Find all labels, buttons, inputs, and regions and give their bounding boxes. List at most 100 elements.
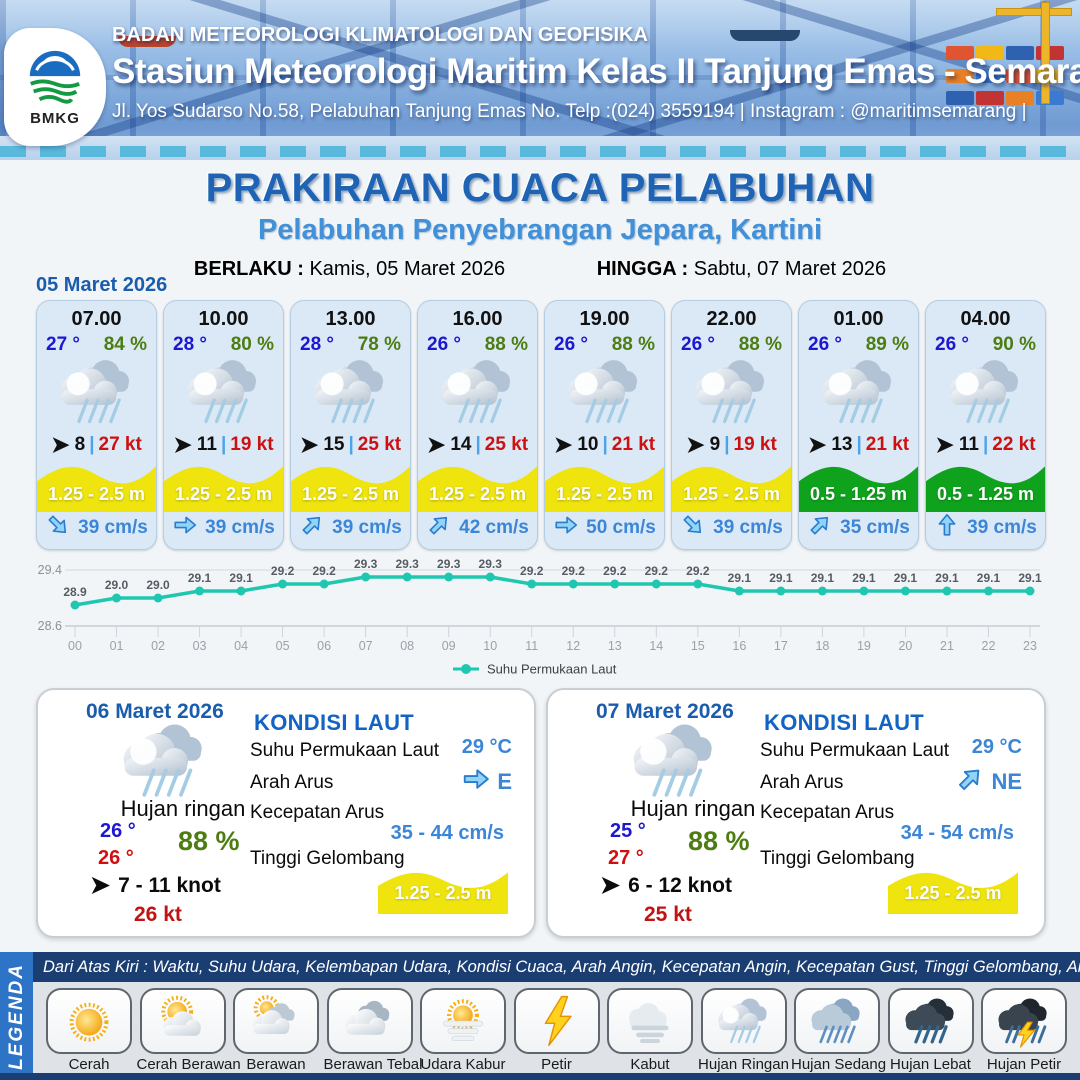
temp-humidity-row: 27 ° 84 % xyxy=(37,331,156,356)
daily-date: 06 Maret 2026 xyxy=(86,700,224,723)
crane-illustration xyxy=(1041,2,1050,104)
arrow-ne-icon xyxy=(955,764,985,799)
forecast-card: 10.00 28 ° 80 % ➤ 11 | 19 kt 1.25 - 2.5 … xyxy=(163,300,284,550)
temp-humidity-row: 28 ° 80 % xyxy=(164,331,283,356)
wind-arrow-icon: ➤ xyxy=(553,432,573,457)
temp-humidity-row: 28 ° 78 % xyxy=(291,331,410,356)
forecast-time: 10.00 xyxy=(198,308,249,330)
wind-row: ➤ 14 | 25 kt xyxy=(418,434,537,456)
svg-text:29.3: 29.3 xyxy=(479,558,503,571)
legend-item: Hujan Ringan xyxy=(698,982,790,1073)
air-temperature: 28 ° xyxy=(173,334,208,355)
wind-separator: | xyxy=(475,434,481,455)
wave-height: 0.5 - 1.25 m xyxy=(809,484,908,504)
forecast-time: 07.00 xyxy=(71,308,122,330)
svg-text:22: 22 xyxy=(982,639,996,653)
svg-text:28.6: 28.6 xyxy=(38,619,62,633)
svg-text:19: 19 xyxy=(857,639,871,653)
daily-date: 07 Maret 2026 xyxy=(596,700,734,723)
air-temperature: 26 ° xyxy=(935,334,970,355)
wind-separator: | xyxy=(89,434,95,455)
agency-name: BADAN METEOROLOGI KLIMATOLOGI DAN GEOFIS… xyxy=(112,24,648,46)
wind-gust: 25 kt xyxy=(357,434,402,455)
current-row: 39 cm/s xyxy=(37,512,156,543)
svg-text:29.1: 29.1 xyxy=(728,571,752,585)
arrow-e-icon xyxy=(553,512,579,543)
legend-item: Udara Kabur xyxy=(417,982,509,1073)
temperature-min: 26 ° xyxy=(100,820,136,842)
svg-text:04: 04 xyxy=(234,639,248,653)
forecast-time: 13.00 xyxy=(325,308,376,330)
rain-medium-icon xyxy=(794,988,880,1054)
bottom-bar xyxy=(0,1073,1080,1080)
hourly-forecast-row: 07.00 27 ° 84 % ➤ 8 | 27 kt 1.25 - 2.5 m… xyxy=(36,300,1046,550)
validity-row: BERLAKU : Kamis, 05 Maret 2026 HINGGA : … xyxy=(0,258,1080,281)
svg-text:29.0: 29.0 xyxy=(105,578,129,592)
svg-text:21: 21 xyxy=(940,639,954,653)
bmkg-logo-text: BMKG xyxy=(30,110,80,127)
humidity: 89 % xyxy=(865,334,909,355)
legend-label: Petir xyxy=(541,1056,572,1073)
legend-label: Berawan xyxy=(246,1056,306,1073)
wind-range: 6 - 12 knot xyxy=(628,874,732,897)
legend-item: Berawan xyxy=(230,982,322,1073)
haze-icon xyxy=(420,988,506,1054)
humidity: 88 % xyxy=(738,334,782,355)
rain-light-icon xyxy=(818,351,900,438)
wind-row: ➤ 10 | 21 kt xyxy=(545,434,664,456)
current-speed-label: Kecepatan Arus xyxy=(760,802,895,823)
current-row: 42 cm/s xyxy=(418,512,537,543)
svg-text:06: 06 xyxy=(317,639,331,653)
legend-item: Kabut xyxy=(604,982,696,1073)
sea-conditions-title: KONDISI LAUT xyxy=(764,710,925,735)
legend-item: Hujan Sedang xyxy=(791,982,886,1073)
svg-text:10: 10 xyxy=(483,639,497,653)
arrow-e-icon xyxy=(461,764,491,799)
page-subtitle: Pelabuhan Penyebrangan Jepara, Kartini xyxy=(257,214,823,246)
rain-light-icon xyxy=(628,714,722,813)
title-block: PRAKIRAAN CUACA PELABUHAN Pelabuhan Peny… xyxy=(0,166,1080,281)
svg-text:29.1: 29.1 xyxy=(1018,571,1042,585)
air-temperature: 27 ° xyxy=(46,334,81,355)
svg-text:29.2: 29.2 xyxy=(271,564,295,578)
wind-arrow-icon: ➤ xyxy=(90,872,111,899)
weather-condition: Hujan ringan xyxy=(120,796,246,821)
wave-height: 1.25 - 2.5 m xyxy=(682,484,781,504)
arrow-ne-icon xyxy=(807,512,833,543)
wind-gust: 26 kt xyxy=(134,903,182,926)
wind-arrow-icon: ➤ xyxy=(173,432,192,457)
arrow-e-icon xyxy=(172,512,198,543)
wave-height-band xyxy=(37,466,156,512)
svg-text:20: 20 xyxy=(898,639,912,653)
current-speed-label: Kecepatan Arus xyxy=(250,802,385,823)
current-row: 50 cm/s xyxy=(545,512,664,543)
wind-gust: 19 kt xyxy=(230,434,274,455)
wind-separator: | xyxy=(220,434,227,455)
current-speed-value: 34 - 54 cm/s xyxy=(900,822,1014,844)
wind-separator: | xyxy=(602,434,608,455)
wave-height-label: Tinggi Gelombang xyxy=(760,848,915,869)
svg-text:29.1: 29.1 xyxy=(935,571,959,585)
svg-text:29.2: 29.2 xyxy=(312,564,336,578)
sea-surface-temperature-chart: 29.4 28.6 00 01 02 03 04 05 06 07 08 09 10 11 12 13 14 15… xyxy=(35,557,1045,683)
svg-text:29.2: 29.2 xyxy=(686,564,710,578)
legend-label: Udara Kabur xyxy=(420,1056,506,1073)
svg-text:08: 08 xyxy=(400,639,414,653)
temperature-max: 27 ° xyxy=(608,847,644,869)
current-direction-label: Arah Arus xyxy=(760,772,844,793)
humidity: 88 % xyxy=(178,826,240,856)
fog-icon xyxy=(607,988,693,1054)
arrow-n-icon xyxy=(934,512,960,543)
wind-gust: 21 kt xyxy=(865,434,910,455)
legend-label: Cerah Berawan xyxy=(136,1056,241,1073)
wind-gust: 21 kt xyxy=(611,434,656,455)
seats-illustration xyxy=(0,146,1080,157)
humidity: 88 % xyxy=(688,826,750,856)
svg-text:15: 15 xyxy=(691,639,705,653)
wave-height: 1.25 - 2.5 m xyxy=(174,484,273,504)
humidity: 88 % xyxy=(611,334,655,355)
svg-text:29.2: 29.2 xyxy=(645,564,669,578)
wind-arrow-icon: ➤ xyxy=(935,432,954,457)
sea-conditions-title: KONDISI LAUT xyxy=(254,710,415,735)
